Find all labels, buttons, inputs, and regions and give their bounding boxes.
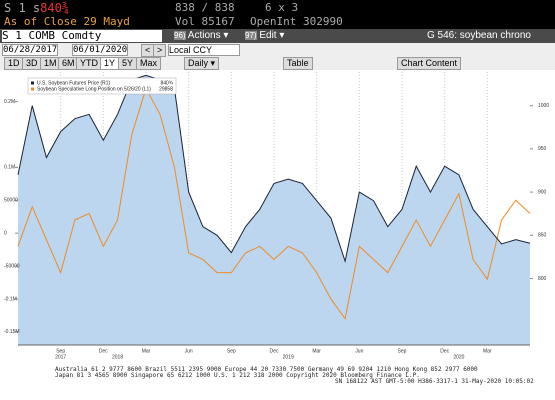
end-date[interactable]: 06/01/2020 [72,44,129,56]
y2-tick-label: 1000 [538,103,549,109]
y-tick-label: -0.1M [4,296,17,302]
security: S 1 s840¾ [4,1,69,15]
as-of: As of Close 29 Mayd [4,15,130,28]
y2-tick-label: 800 [538,276,547,282]
period-button[interactable]: 1M [40,57,61,70]
edit-code: 97) [245,31,257,40]
legend-swatch [31,87,34,91]
quote-bar [0,0,555,29]
footer: Australia 61 2 9777 8600 Brazil 5511 239… [0,366,555,400]
actions-menu[interactable]: 96) Actions ▾ [174,30,228,41]
x-tick-label: Sep [227,348,236,354]
x-tick-label: Mar [483,348,492,354]
y-tick-label: -0.15M [4,329,20,335]
y2-tick-label: 900 [538,189,547,195]
period-button[interactable]: 5Y [118,57,138,70]
ticker-input[interactable]: S 1 COMB Comdty [2,30,162,42]
x-tick-label: Mar [142,348,151,354]
open-interest: OpenInt 302990 [250,15,343,28]
currency[interactable]: Local CCY [168,44,240,56]
period-button[interactable]: 1D [4,57,24,70]
x-tick-label: Sep [398,348,407,354]
bid-ask: 838 / 838 [175,1,235,14]
legend-box [27,77,177,95]
year-label: 2019 [283,354,294,360]
start-date[interactable]: 06/28/2017 [2,44,59,56]
footer-line: SN 168122 AST GMT-5:00 H386-3317-1 31-Ma… [335,378,534,385]
y2-tick-label: 950 [538,146,547,152]
x-tick-label: Dec [270,348,279,354]
y-tick-label: 0.1M [4,165,15,171]
edit-label: Edit ▾ [259,30,285,41]
legend-label: Soybean Speculative Long Position on 5/2… [37,86,151,92]
security-name: S 1 s [4,1,41,15]
last-price: 840¾ [40,1,70,15]
period-button[interactable]: YTD [76,57,102,70]
actions-label: Actions ▾ [187,30,229,41]
period-button[interactable]: 3D [22,57,42,70]
volume: Vol 85167 [175,15,235,28]
y-tick-label: 0 [4,230,7,236]
x-tick-label: Sep [56,348,65,354]
table-button[interactable]: Table [283,57,313,70]
period-button[interactable]: 1Y [100,57,120,70]
footer-line: Australia 61 2 9777 8600 Brazil 5511 239… [55,366,478,373]
legend-value: 840¾ [160,80,173,86]
y-tick-label: 50000 [4,198,18,204]
year-label: 2018 [112,354,123,360]
footer-line: Japan 81 3 4565 8900 Singapore 65 6212 1… [55,372,420,379]
legend-label: U.S. Soybean Futures Price (R1) [37,80,110,86]
actions-code: 96) [174,31,186,40]
x-tick-label: Mar [312,348,321,354]
period-button[interactable]: Max [136,57,162,70]
edit-menu[interactable]: 97) Edit ▾ [245,30,284,41]
page-name: G 546: soybean chrono [427,30,531,41]
legend-value: 29858 [159,86,173,92]
chart: 0.2M 0.1M 50000 0 -50000 -0.1M -0.15M 1000 950 90… [4,72,549,360]
x-tick-label: Dec [440,348,449,354]
next-button[interactable]: > [153,44,167,57]
y2-tick-label: 850 [538,233,547,239]
chart-content-button[interactable]: Chart Content [397,57,462,70]
position-line [17,87,531,320]
frequency[interactable]: Daily ▾ [184,57,220,70]
x-tick-label: Jun [185,348,193,354]
year-label: 2020 [453,354,464,360]
x-tick-label: Dec [99,348,108,354]
price-line [17,74,531,264]
x-tick-label: Jun [355,348,363,354]
y-tick-label: -50000 [4,263,20,269]
legend-swatch [31,81,34,85]
size: 6 x 3 [265,1,299,14]
y-tick-label: 0.2M [4,99,15,105]
year-label: 2017 [55,354,66,360]
